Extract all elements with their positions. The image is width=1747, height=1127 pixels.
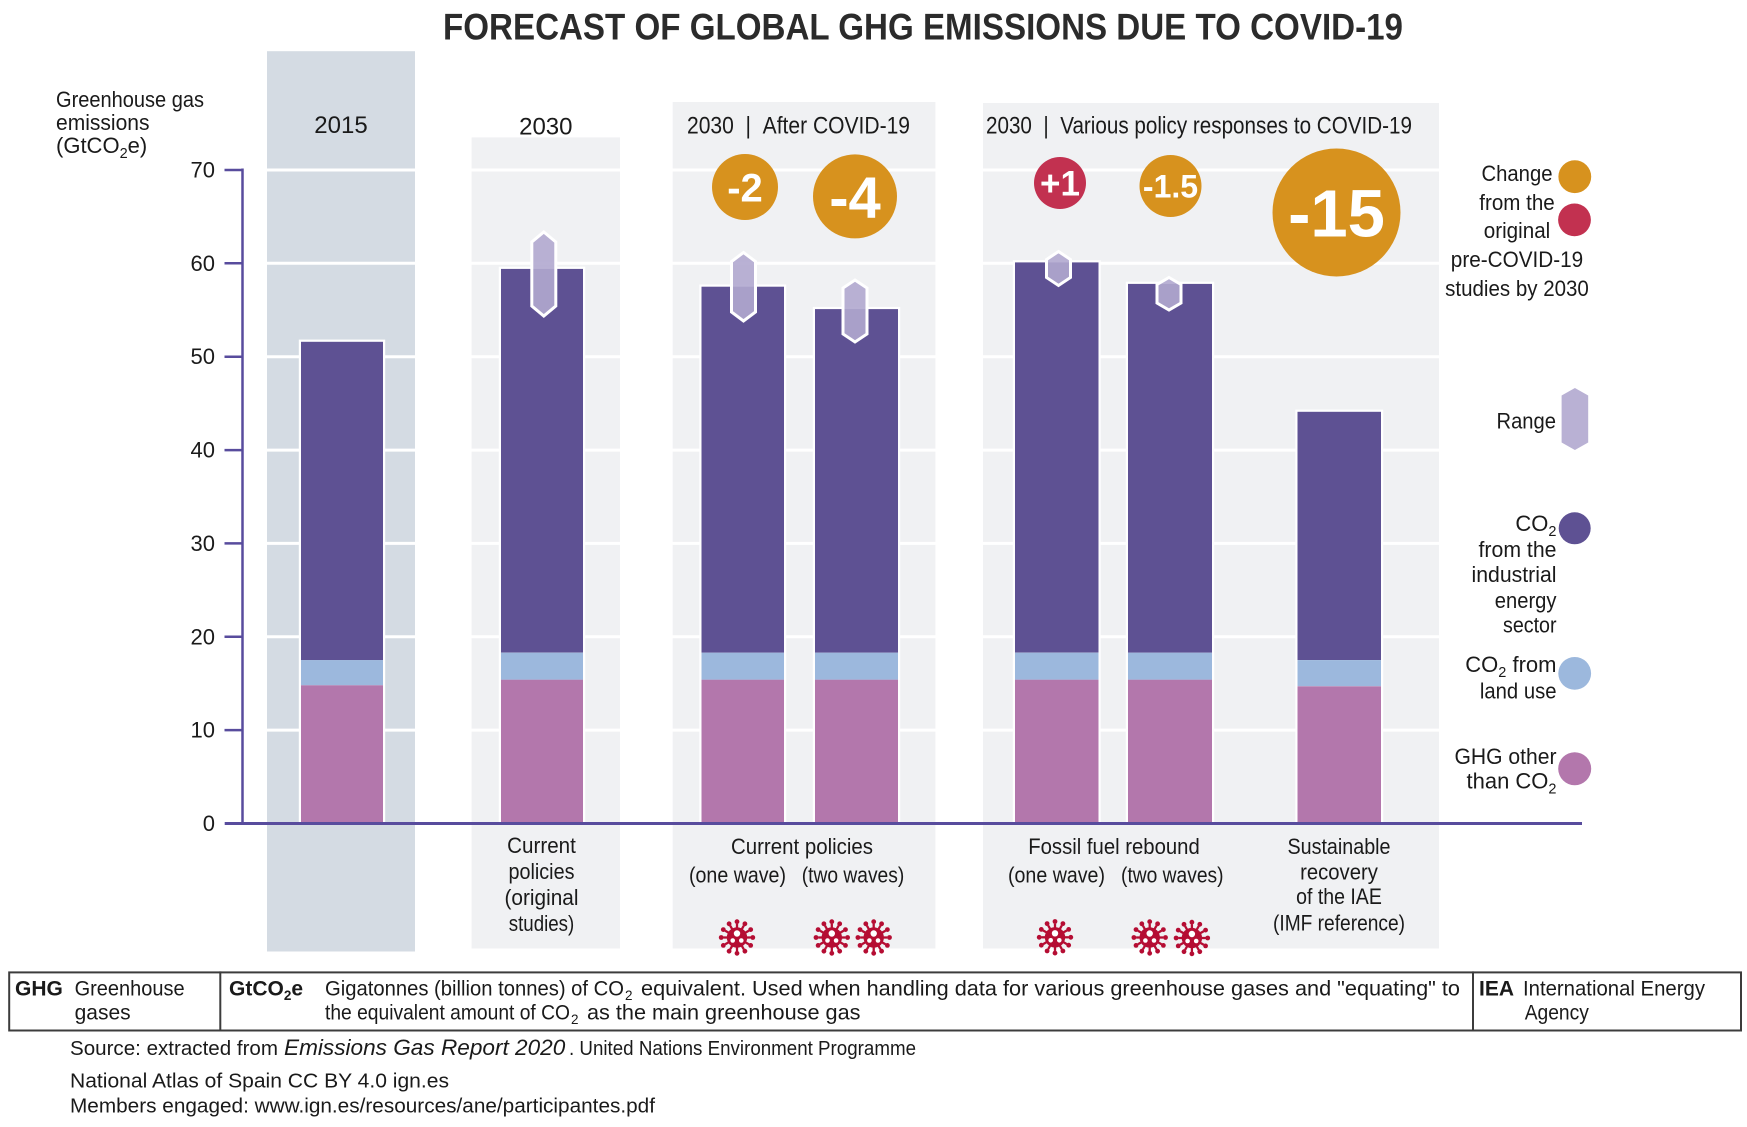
svg-text:40: 40 xyxy=(191,438,215,463)
svg-text:-2: -2 xyxy=(727,166,763,210)
svg-text:Source: extracted from: Source: extracted from xyxy=(70,1037,278,1060)
svg-text:2030 | After COVID-19: 2030 | After COVID-19 xyxy=(687,113,910,140)
svg-text:studies by 2030: studies by 2030 xyxy=(1445,276,1589,301)
svg-text:policies: policies xyxy=(509,859,575,884)
svg-text:energy: energy xyxy=(1495,588,1557,613)
svg-text:(GtCO2e): (GtCO2e) xyxy=(56,133,147,162)
svg-text:Fossil fuel rebound: Fossil fuel rebound xyxy=(1028,834,1200,859)
svg-text:gases: gases xyxy=(75,1002,131,1025)
svg-text:emissions: emissions xyxy=(56,110,150,135)
svg-text:sector: sector xyxy=(1503,613,1557,638)
svg-text:GHG: GHG xyxy=(15,978,63,1001)
svg-text:-15: -15 xyxy=(1288,177,1385,252)
svg-text:2015: 2015 xyxy=(314,112,367,139)
svg-text:Range: Range xyxy=(1497,408,1557,433)
svg-text:0: 0 xyxy=(203,811,215,836)
svg-text:70: 70 xyxy=(191,158,215,183)
svg-text:FORECAST OF GLOBAL GHG EMISSIO: FORECAST OF GLOBAL GHG EMISSIONS DUE TO … xyxy=(443,6,1403,47)
svg-text:Gigatonnes (billion tonnes) of: Gigatonnes (billion tonnes) of CO xyxy=(325,978,624,1001)
svg-text:Greenhouse: Greenhouse xyxy=(75,978,185,1001)
svg-text:. United Nations Environment P: . United Nations Environment Programme xyxy=(569,1037,916,1060)
svg-text:30: 30 xyxy=(191,531,215,556)
svg-text:(one wave): (one wave) xyxy=(1008,863,1105,888)
svg-text:(one wave): (one wave) xyxy=(689,863,786,888)
svg-text:2030 | Various policy respon: 2030 | Various policy responses to COVID… xyxy=(986,113,1412,140)
svg-text:GtCO2e: GtCO2e xyxy=(229,978,303,1004)
svg-text:Sustainable: Sustainable xyxy=(1288,834,1391,859)
svg-text:10: 10 xyxy=(191,718,215,743)
svg-text:2: 2 xyxy=(625,988,633,1003)
svg-text:GHG other: GHG other xyxy=(1455,744,1557,769)
svg-text:Members engaged: www.ign.es/re: Members engaged: www.ign.es/resources/an… xyxy=(70,1094,655,1117)
svg-text:Change: Change xyxy=(1482,161,1553,186)
svg-text:Agency: Agency xyxy=(1525,1002,1590,1025)
svg-text:-1.5: -1.5 xyxy=(1143,169,1198,205)
svg-text:studies): studies) xyxy=(509,911,575,936)
svg-text:land use: land use xyxy=(1480,679,1557,704)
svg-text:50: 50 xyxy=(191,344,215,369)
svg-text:+1: +1 xyxy=(1040,165,1080,204)
svg-text:2030: 2030 xyxy=(519,114,572,141)
svg-text:20: 20 xyxy=(191,624,215,649)
svg-text:(two waves): (two waves) xyxy=(1121,863,1224,888)
svg-text:recovery: recovery xyxy=(1300,860,1378,885)
svg-text:National Atlas of Spain CC BY: National Atlas of Spain CC BY 4.0 ign.es xyxy=(70,1069,449,1092)
svg-text:pre-COVID-19: pre-COVID-19 xyxy=(1451,247,1583,272)
svg-text:as the main greenhouse gas: as the main greenhouse gas xyxy=(587,1002,861,1025)
svg-text:from the: from the xyxy=(1479,537,1557,562)
svg-text:60: 60 xyxy=(191,251,215,276)
svg-text:(original: (original xyxy=(505,885,579,910)
svg-text:CO2 from: CO2 from xyxy=(1465,652,1556,681)
svg-text:-4: -4 xyxy=(829,165,881,230)
svg-text:International Energy: International Energy xyxy=(1523,978,1705,1001)
svg-text:Emissions Gas Report 2020: Emissions Gas Report 2020 xyxy=(284,1035,566,1060)
svg-text:2: 2 xyxy=(571,1012,579,1027)
svg-text:Greenhouse gas: Greenhouse gas xyxy=(56,87,204,112)
svg-text:(IMF reference): (IMF reference) xyxy=(1273,911,1405,936)
svg-text:industrial: industrial xyxy=(1472,562,1557,587)
svg-text:of the IAE: of the IAE xyxy=(1296,884,1382,909)
svg-text:Current policies: Current policies xyxy=(731,834,873,859)
svg-text:IEA: IEA xyxy=(1479,978,1514,1001)
svg-text:original: original xyxy=(1484,218,1551,243)
svg-text:equivalent. Used when handling: equivalent. Used when handling data for … xyxy=(641,978,1460,1001)
svg-text:from the: from the xyxy=(1479,190,1554,215)
svg-text:Current: Current xyxy=(507,833,576,858)
svg-text:(two waves): (two waves) xyxy=(802,863,905,888)
svg-text:CO2: CO2 xyxy=(1515,511,1556,540)
svg-text:than CO2: than CO2 xyxy=(1466,768,1556,797)
svg-text:the equivalent amount of CO: the equivalent amount of CO xyxy=(325,1002,570,1025)
